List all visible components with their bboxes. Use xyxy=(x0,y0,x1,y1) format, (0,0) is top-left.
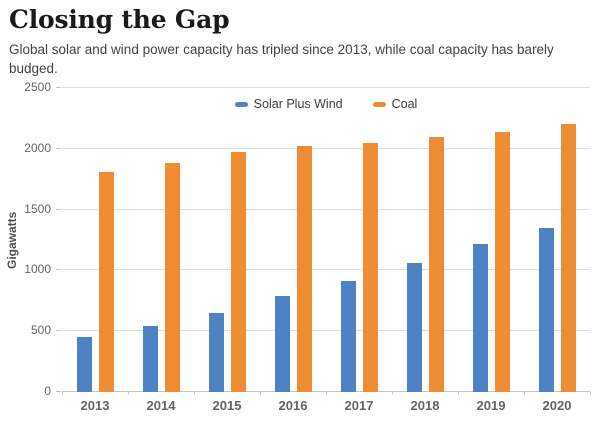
x-tickmark xyxy=(194,392,195,395)
y-tick-label: 2500 xyxy=(24,80,51,94)
bar-coal-2013 xyxy=(98,171,114,392)
bar-coal-2019 xyxy=(494,131,510,392)
page-subtitle: Global solar and wind power capacity has… xyxy=(9,42,554,76)
bar-coal-2017 xyxy=(362,142,378,392)
gridline-1500 xyxy=(62,208,590,210)
x-tickmark xyxy=(590,392,591,395)
x-axis-tickmarks xyxy=(62,392,591,396)
bar-group-2018 xyxy=(392,88,458,392)
x-tick-label: 2017 xyxy=(344,398,374,413)
bar-solar-plus-wind-2016 xyxy=(274,295,290,392)
bar-coal-2015 xyxy=(230,152,246,392)
legend-label: Solar Plus Wind xyxy=(253,97,343,111)
chart-header: Closing the Gap Global solar and wind po… xyxy=(9,6,590,78)
x-tickmark xyxy=(458,392,459,395)
x-tickmark xyxy=(326,392,327,395)
bar-group-2017 xyxy=(326,88,392,392)
y-tick-label: 0 xyxy=(44,384,51,398)
legend-item-coal: Coal xyxy=(372,97,418,111)
x-tick-label: 2020 xyxy=(542,398,572,413)
x-tick-label: 2019 xyxy=(476,398,506,413)
bar-group-2019 xyxy=(458,88,524,392)
y-tickmark xyxy=(56,208,61,210)
y-tickmark xyxy=(56,330,61,332)
gridline-2500 xyxy=(62,87,590,88)
bar-coal-2018 xyxy=(428,136,444,392)
y-tickmark xyxy=(56,391,61,392)
page-title: Closing the Gap xyxy=(9,5,230,34)
x-tick-label: 2013 xyxy=(80,398,110,413)
y-tick-label: 1500 xyxy=(24,201,51,216)
x-tick-label: 2016 xyxy=(278,398,308,413)
bar-series xyxy=(62,88,590,392)
y-tick-label: 2000 xyxy=(24,140,51,155)
bar-group-2020 xyxy=(524,88,590,392)
bar-chart: Gigawatts 0 500 1000 1500 2000 2500 Solar Plu… xyxy=(0,80,600,427)
legend-swatch-icon xyxy=(372,101,386,107)
bar-coal-2016 xyxy=(296,146,312,392)
gridlines xyxy=(62,87,590,392)
y-tickmark xyxy=(56,147,61,149)
x-tickmark xyxy=(128,392,129,395)
x-tick-label: 2015 xyxy=(212,398,242,413)
x-tickmark xyxy=(524,392,525,395)
bar-solar-plus-wind-2015 xyxy=(208,312,224,392)
bar-solar-plus-wind-2019 xyxy=(472,243,488,392)
bar-group-2015 xyxy=(194,88,260,392)
x-tickmark xyxy=(260,392,261,395)
gridline-500 xyxy=(62,330,590,332)
bar-solar-plus-wind-2018 xyxy=(406,263,422,392)
bar-solar-plus-wind-2020 xyxy=(538,227,554,392)
x-tick-label: 2014 xyxy=(146,398,176,413)
y-tickmark xyxy=(56,269,61,271)
bar-solar-plus-wind-2014 xyxy=(142,326,158,392)
bar-coal-2020 xyxy=(560,124,576,392)
gridline-0 xyxy=(62,391,590,392)
gridline-1000 xyxy=(62,269,590,271)
legend-item-solar-plus-wind: Solar Plus Wind xyxy=(234,97,343,111)
bar-solar-plus-wind-2017 xyxy=(340,281,356,392)
bar-solar-plus-wind-2013 xyxy=(76,337,92,392)
y-tick-label: 1000 xyxy=(24,262,51,277)
bar-group-2013 xyxy=(62,88,128,392)
y-tickmark xyxy=(56,87,61,88)
x-tickmark xyxy=(392,392,393,395)
legend-label: Coal xyxy=(391,97,418,111)
plot-area: Solar Plus Wind Coal xyxy=(62,87,590,392)
gridline-2000 xyxy=(62,147,590,149)
bar-coal-2014 xyxy=(164,163,180,392)
x-tick-label: 2018 xyxy=(410,398,440,413)
legend-swatch-icon xyxy=(234,101,248,107)
x-tickmark xyxy=(62,392,63,395)
x-axis-labels: 2013 2014 2015 2016 2017 2018 2019 2020 xyxy=(62,398,590,413)
bar-group-2014 xyxy=(128,88,194,392)
bar-group-2016 xyxy=(260,88,326,392)
y-axis: 0 500 1000 1500 2000 2500 xyxy=(0,80,62,398)
chart-legend: Solar Plus Wind Coal xyxy=(62,97,590,111)
y-tick-label: 500 xyxy=(30,323,51,338)
